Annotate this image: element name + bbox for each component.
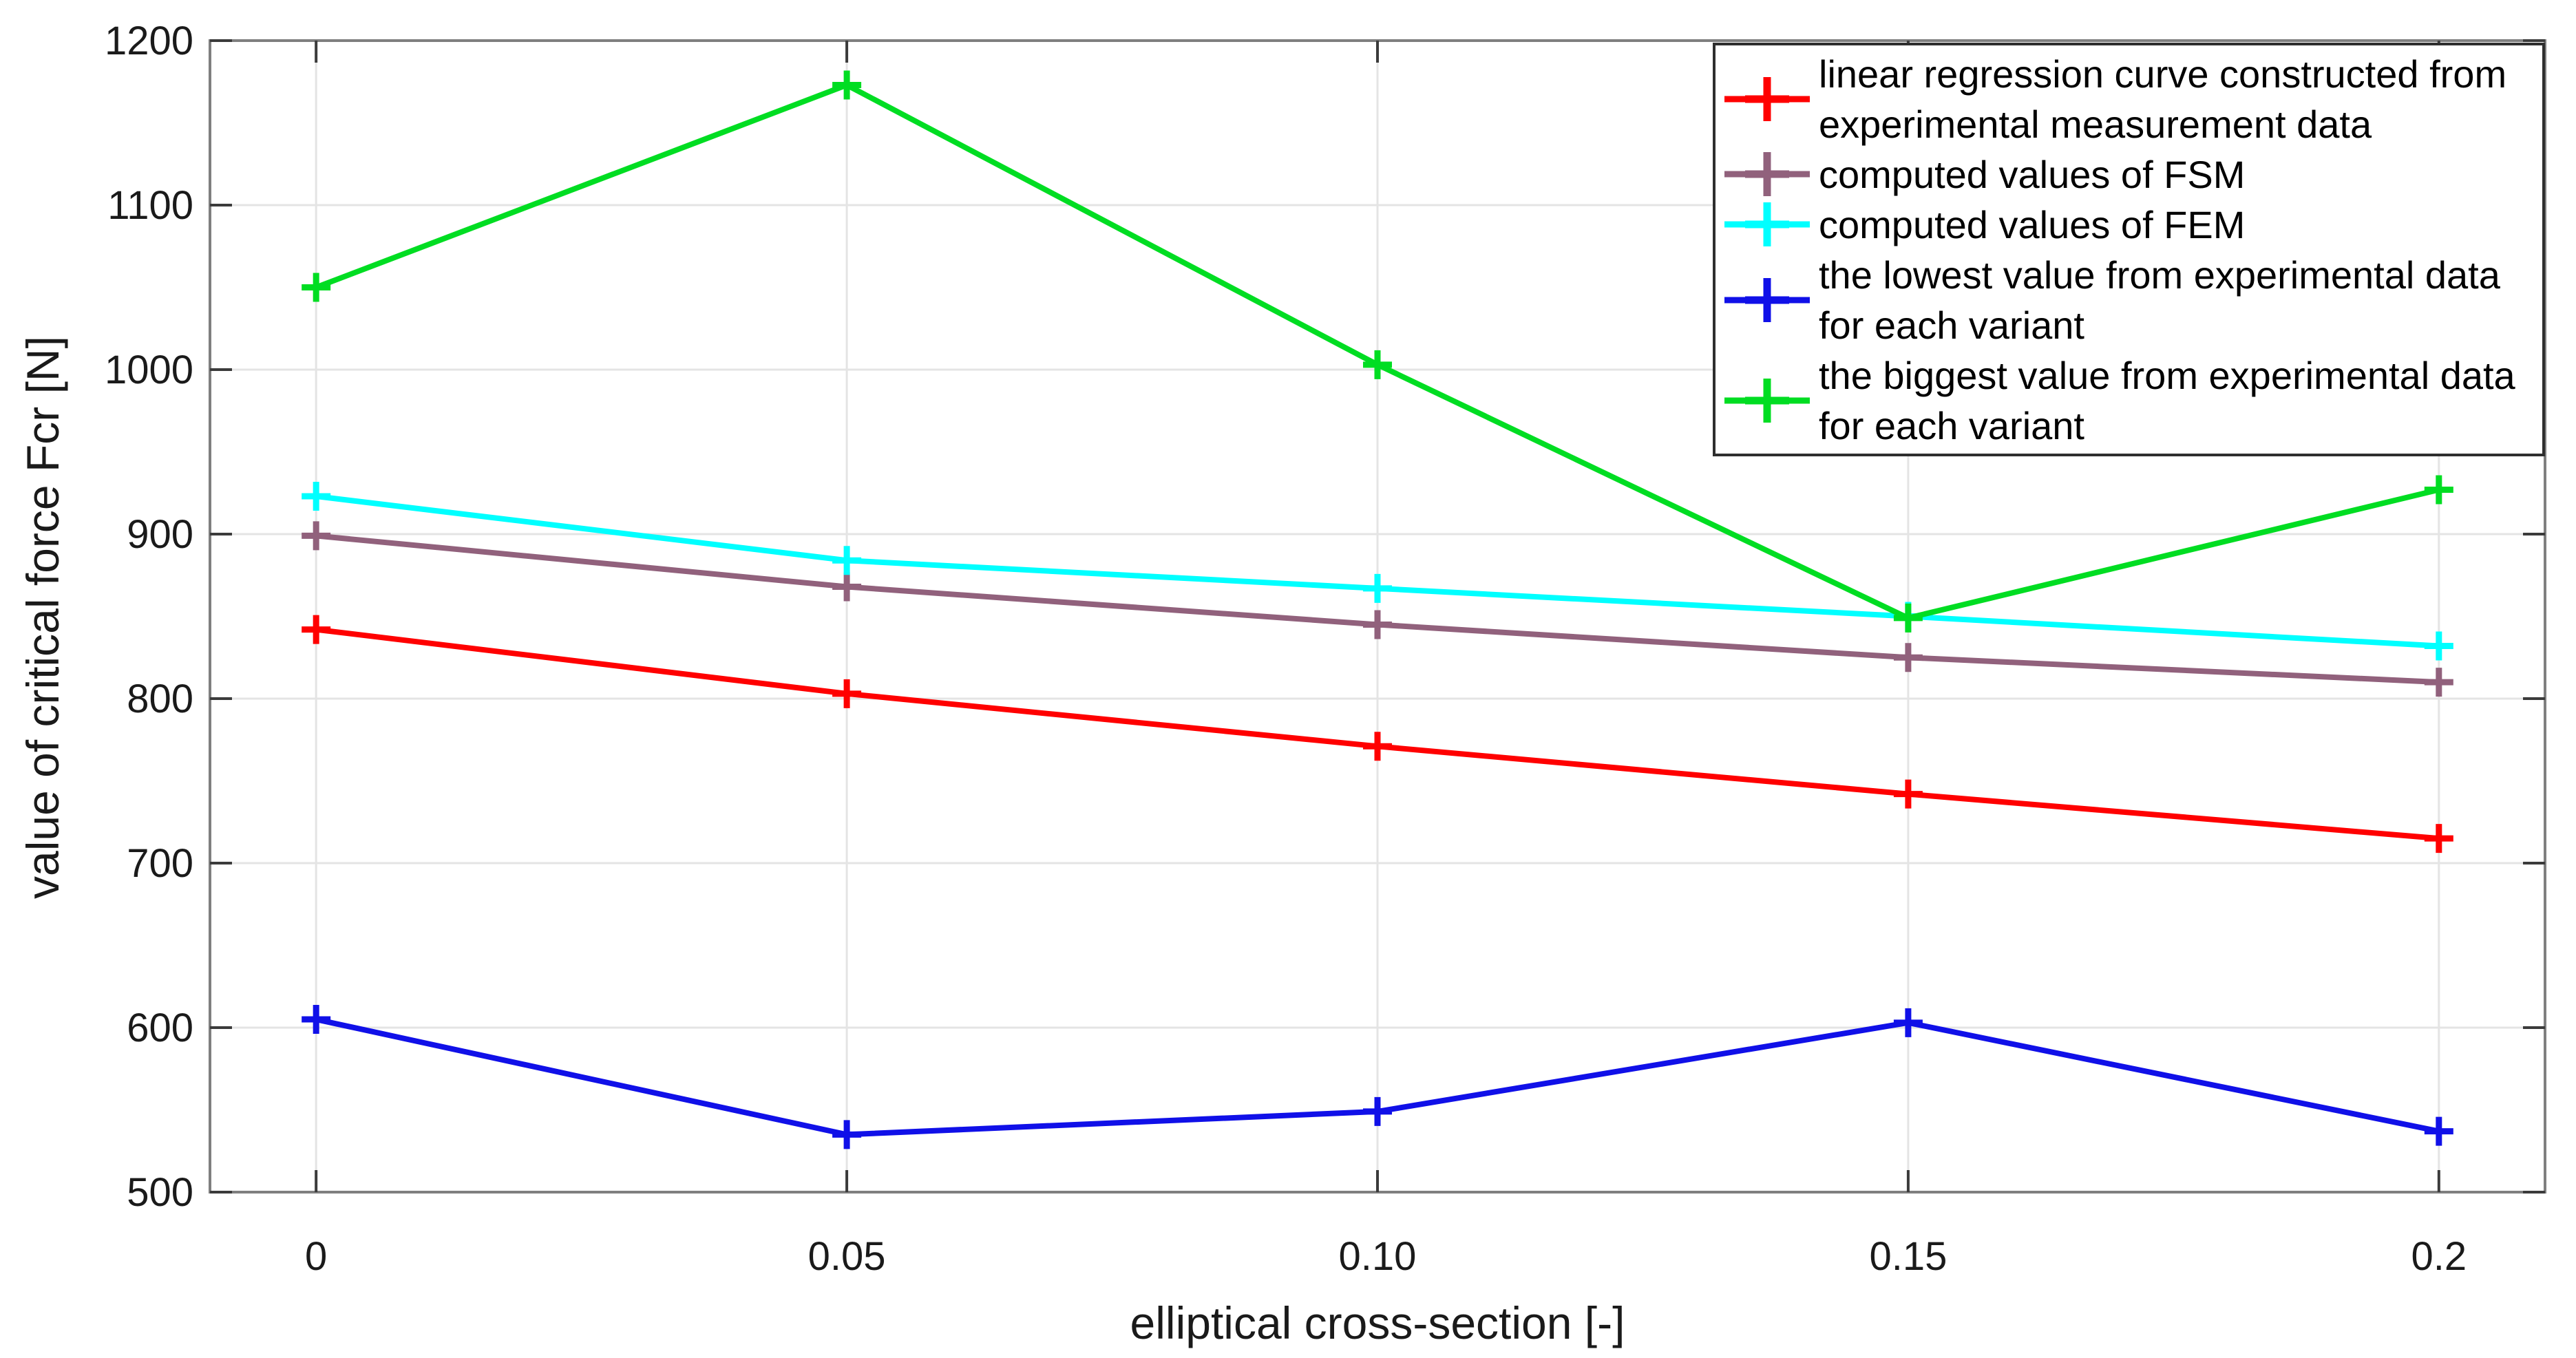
plus-marker-icon [1715, 200, 1819, 250]
legend-item: computed values of FSM [1715, 149, 2542, 200]
legend-item: the biggest value from experimental data… [1715, 350, 2542, 451]
y-tick-label: 900 [127, 512, 193, 557]
legend-item: computed values of FEM [1715, 200, 2542, 250]
legend-item-label: linear regression curve constructed from… [1819, 52, 2507, 146]
plus-marker-icon [1715, 49, 1819, 149]
legend-item-label: the lowest value from experimental data … [1819, 253, 2500, 347]
y-tick-label: 1200 [105, 19, 193, 63]
x-tick-label: 0.2 [2411, 1234, 2467, 1279]
x-tick-label: 0.15 [1869, 1234, 1947, 1279]
legend-item: the lowest value from experimental data … [1715, 250, 2542, 350]
y-axis-label: value of critical force Fcr [N] [17, 336, 68, 899]
y-tick-label: 700 [127, 841, 193, 886]
y-tick-label: 1000 [105, 348, 193, 392]
y-tick-label: 800 [127, 677, 193, 721]
x-tick-label: 0 [305, 1234, 327, 1279]
plus-marker-icon [1715, 149, 1819, 200]
legend: linear regression curve constructed from… [1713, 43, 2545, 456]
y-tick-label: 600 [127, 1006, 193, 1050]
legend-item-label: the biggest value from experimental data… [1819, 353, 2515, 447]
plus-marker-icon [1715, 350, 1819, 451]
legend-item-label: computed values of FSM [1819, 152, 2246, 196]
x-tick-label: 0.10 [1339, 1234, 1417, 1279]
legend-item: linear regression curve constructed from… [1715, 49, 2542, 149]
x-axis-label: elliptical cross-section [-] [1130, 1297, 1625, 1348]
y-tick-label: 500 [127, 1170, 193, 1215]
plus-marker-icon [1715, 250, 1819, 350]
x-tick-label: 0.05 [808, 1234, 886, 1279]
y-tick-label: 1100 [107, 183, 193, 228]
y-axis-label-container: value of critical force Fcr [N] [17, 32, 72, 1202]
legend-item-label: computed values of FEM [1819, 202, 2246, 246]
